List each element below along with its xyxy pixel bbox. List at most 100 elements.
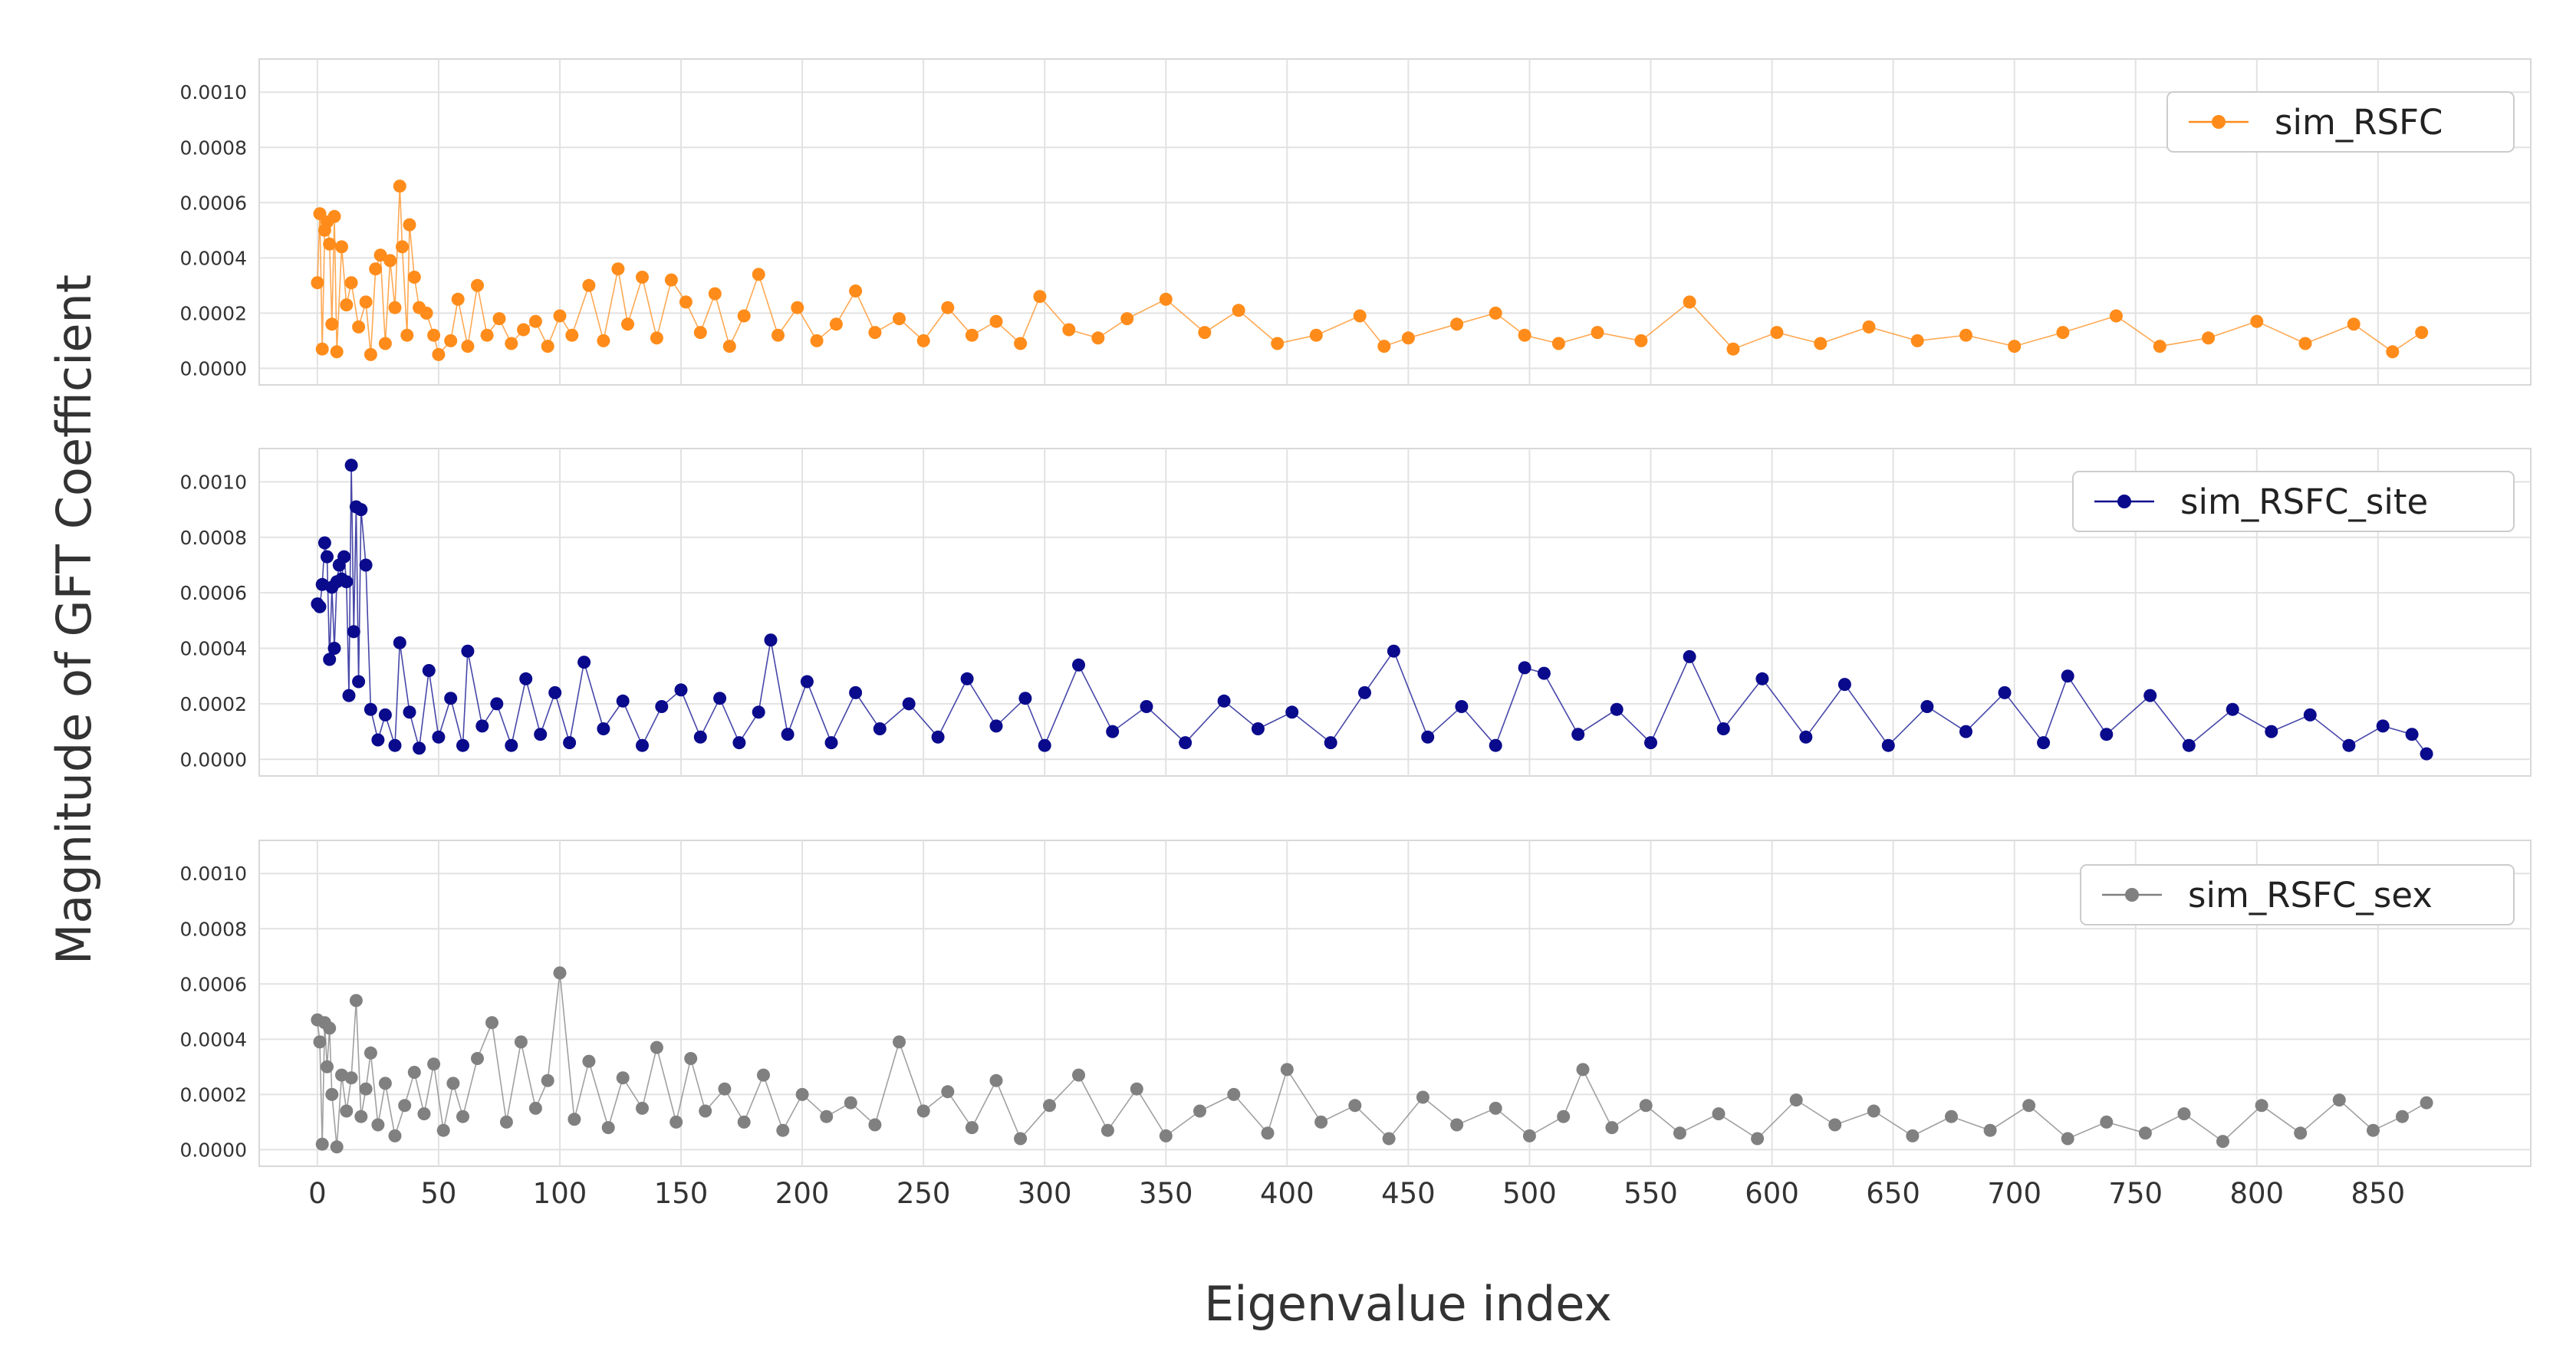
- data-point: [693, 730, 707, 744]
- data-point: [1998, 685, 2012, 699]
- data-point: [791, 301, 804, 314]
- data-point: [1522, 1129, 1536, 1142]
- data-point: [2250, 314, 2264, 328]
- data-point: [323, 653, 337, 666]
- data-point: [1489, 306, 1502, 320]
- data-point: [1043, 1099, 1056, 1113]
- x-tick-label: 700: [1987, 1177, 2041, 1210]
- x-tick-label: 0: [308, 1177, 327, 1210]
- data-point: [364, 1046, 377, 1060]
- data-point: [1576, 1063, 1590, 1077]
- data-point: [1106, 725, 1120, 738]
- data-point: [616, 1071, 630, 1085]
- data-point: [371, 1118, 385, 1132]
- x-tick-label: 100: [533, 1177, 587, 1210]
- data-point: [354, 503, 368, 517]
- data-point: [514, 1035, 528, 1049]
- data-point: [352, 675, 366, 689]
- data-point: [505, 738, 518, 752]
- data-point: [1712, 1107, 1726, 1121]
- data-point: [1755, 672, 1769, 685]
- data-point: [829, 317, 843, 331]
- data-point: [1920, 700, 1934, 713]
- data-point: [844, 1096, 857, 1110]
- data-point: [548, 685, 562, 699]
- data-point: [393, 179, 406, 193]
- data-point: [636, 271, 649, 284]
- y-tick-label: 0.0006: [180, 973, 247, 995]
- data-point: [2303, 708, 2317, 722]
- data-point: [1489, 1101, 1502, 1115]
- data-point: [1377, 340, 1391, 353]
- data-point: [2265, 725, 2278, 738]
- y-tick-label: 0.0006: [180, 582, 247, 604]
- data-point: [1014, 337, 1028, 350]
- data-point: [1610, 702, 1624, 716]
- data-point: [2332, 1093, 2346, 1107]
- data-point: [849, 284, 863, 298]
- data-point: [568, 1113, 581, 1126]
- data-point: [337, 550, 351, 564]
- data-point: [499, 1115, 513, 1129]
- data-point: [364, 347, 377, 361]
- data-point: [378, 708, 392, 722]
- y-axis-title: Magnitude of GFT Coefficient: [46, 275, 102, 965]
- data-point: [1018, 692, 1032, 705]
- data-point: [407, 1066, 421, 1079]
- data-point: [611, 262, 625, 276]
- data-point: [444, 692, 458, 705]
- data-point: [960, 672, 974, 685]
- data-point: [432, 347, 446, 361]
- data-point: [1324, 736, 1337, 750]
- data-point: [403, 705, 416, 719]
- data-point: [582, 1054, 596, 1068]
- data-point: [2420, 747, 2433, 761]
- data-point: [764, 633, 778, 647]
- data-point: [1450, 1118, 1464, 1132]
- data-point: [471, 278, 484, 292]
- data-point: [344, 276, 358, 290]
- data-point: [1353, 309, 1367, 323]
- data-point: [757, 1068, 770, 1082]
- data-point: [364, 702, 377, 716]
- data-point: [388, 738, 402, 752]
- data-point: [340, 298, 354, 312]
- data-point: [2100, 1115, 2114, 1129]
- data-point: [1358, 685, 1371, 699]
- data-point: [1387, 644, 1400, 658]
- x-tick-label: 250: [897, 1177, 951, 1210]
- data-point: [335, 240, 348, 254]
- data-point: [650, 331, 663, 345]
- y-tick-label: 0.0006: [180, 192, 247, 214]
- data-point: [330, 1140, 344, 1154]
- data-point: [1571, 728, 1585, 741]
- data-point: [810, 334, 824, 347]
- data-point: [461, 340, 475, 353]
- data-point: [313, 1035, 327, 1049]
- legend: sim_RSFC: [2166, 91, 2515, 153]
- data-point: [413, 741, 426, 755]
- data-point: [597, 722, 610, 735]
- data-point: [427, 1057, 441, 1071]
- data-point: [1716, 722, 1730, 735]
- data-point: [359, 295, 373, 309]
- data-point: [2109, 309, 2123, 323]
- data-point: [1314, 1115, 1328, 1129]
- data-point: [321, 1060, 334, 1073]
- data-point: [349, 994, 363, 1008]
- data-point: [965, 328, 979, 342]
- data-point: [528, 314, 542, 328]
- data-point: [2008, 340, 2022, 353]
- data-point: [1455, 700, 1469, 713]
- data-point: [1959, 725, 1972, 738]
- data-point: [369, 262, 383, 276]
- data-point: [396, 240, 409, 254]
- legend-label: sim_RSFC_sex: [2188, 875, 2433, 916]
- data-point: [664, 273, 678, 287]
- data-point: [492, 312, 506, 326]
- data-point: [565, 328, 579, 342]
- legend-label: sim_RSFC: [2275, 102, 2443, 143]
- data-point: [407, 271, 421, 284]
- data-point: [771, 328, 785, 342]
- x-tick-label: 850: [2351, 1177, 2406, 1210]
